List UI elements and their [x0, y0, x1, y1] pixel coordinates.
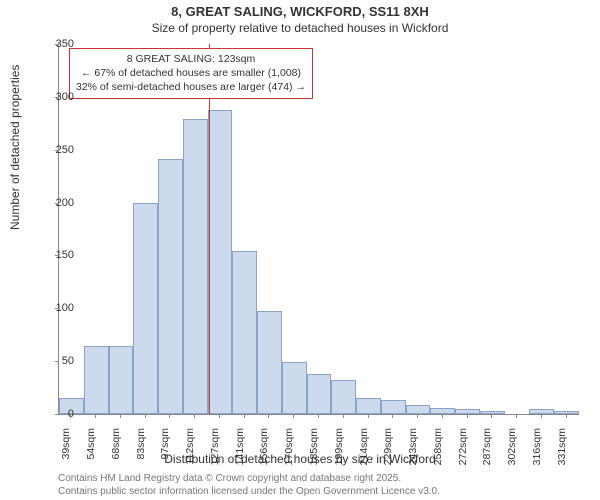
annotation-line3: 32% of semi-detached houses are larger (…: [76, 80, 306, 94]
x-tick-label: 302sqm: [506, 428, 518, 468]
y-axis-label: Number of detached properties: [8, 65, 22, 230]
annotation-line1: 8 GREAT SALING: 123sqm: [76, 52, 306, 66]
y-tick-mark: [55, 308, 59, 309]
histogram-bar: [406, 405, 431, 415]
x-tick-label: 214sqm: [358, 428, 370, 468]
x-tick-mark: [120, 414, 121, 418]
x-tick-mark: [392, 414, 393, 418]
x-tick-label: 156sqm: [258, 428, 270, 468]
histogram-bar: [84, 346, 109, 414]
x-tick-label: 243sqm: [407, 428, 419, 468]
reference-line: [209, 44, 210, 414]
x-tick-mark: [194, 414, 195, 418]
histogram-bar: [257, 311, 282, 414]
x-tick-mark: [318, 414, 319, 418]
x-tick-mark: [145, 414, 146, 418]
x-tick-label: 229sqm: [382, 428, 394, 468]
histogram-bar: [133, 203, 158, 414]
y-tick-mark: [55, 97, 59, 98]
x-tick-label: 141sqm: [234, 428, 246, 468]
x-tick-mark: [219, 414, 220, 418]
x-tick-mark: [70, 414, 71, 418]
x-tick-label: 112sqm: [184, 428, 196, 468]
x-tick-mark: [516, 414, 517, 418]
footer-line1: Contains HM Land Registry data © Crown c…: [58, 472, 440, 485]
x-tick-mark: [95, 414, 96, 418]
x-tick-label: 127sqm: [209, 428, 221, 468]
annotation-line2: ← 67% of detached houses are smaller (1,…: [76, 66, 306, 80]
x-tick-label: 272sqm: [457, 428, 469, 468]
x-tick-label: 287sqm: [481, 428, 493, 468]
histogram-bar: [430, 408, 455, 414]
y-tick-mark: [55, 255, 59, 256]
histogram-bar: [183, 119, 208, 414]
chart-footer: Contains HM Land Registry data © Crown c…: [58, 472, 440, 498]
x-tick-mark: [244, 414, 245, 418]
x-tick-label: 331sqm: [556, 428, 568, 468]
y-tick-mark: [55, 44, 59, 45]
plot-area: 8 GREAT SALING: 123sqm ← 67% of detached…: [58, 44, 579, 415]
histogram-bar: [455, 409, 480, 414]
x-tick-mark: [566, 414, 567, 418]
y-tick-mark: [55, 414, 59, 415]
x-tick-mark: [368, 414, 369, 418]
x-tick-label: 199sqm: [333, 428, 345, 468]
chart-title: 8, GREAT SALING, WICKFORD, SS11 8XH: [0, 4, 600, 19]
x-tick-mark: [541, 414, 542, 418]
histogram-bar: [529, 409, 554, 414]
histogram-bar: [307, 374, 332, 414]
x-tick-label: 68sqm: [110, 428, 122, 468]
histogram-bar: [232, 251, 257, 414]
x-tick-label: 185sqm: [308, 428, 320, 468]
histogram-bar: [554, 411, 579, 414]
x-tick-mark: [268, 414, 269, 418]
histogram-bar: [109, 346, 134, 414]
x-tick-label: 39sqm: [60, 428, 72, 468]
annotation-box: 8 GREAT SALING: 123sqm ← 67% of detached…: [69, 48, 313, 99]
x-tick-mark: [169, 414, 170, 418]
footer-line2: Contains public sector information licen…: [58, 485, 440, 498]
y-tick-mark: [55, 361, 59, 362]
x-tick-label: 170sqm: [283, 428, 295, 468]
x-tick-label: 54sqm: [85, 428, 97, 468]
histogram-bar: [356, 398, 381, 414]
histogram-bar: [282, 362, 307, 414]
histogram-bar: [158, 159, 183, 414]
x-tick-label: 97sqm: [159, 428, 171, 468]
x-tick-mark: [343, 414, 344, 418]
x-tick-label: 83sqm: [135, 428, 147, 468]
x-tick-mark: [467, 414, 468, 418]
y-tick-mark: [55, 150, 59, 151]
x-tick-mark: [293, 414, 294, 418]
y-tick-label: 50: [62, 355, 74, 367]
histogram-bar: [208, 110, 233, 414]
x-tick-label: 258sqm: [432, 428, 444, 468]
histogram-bar: [331, 380, 356, 414]
y-tick-mark: [55, 203, 59, 204]
x-tick-mark: [442, 414, 443, 418]
chart-container: 8, GREAT SALING, WICKFORD, SS11 8XH Size…: [0, 0, 600, 500]
x-tick-mark: [491, 414, 492, 418]
x-tick-mark: [417, 414, 418, 418]
chart-subtitle: Size of property relative to detached ho…: [0, 21, 600, 35]
x-tick-label: 316sqm: [531, 428, 543, 468]
histogram-bar: [381, 400, 406, 414]
